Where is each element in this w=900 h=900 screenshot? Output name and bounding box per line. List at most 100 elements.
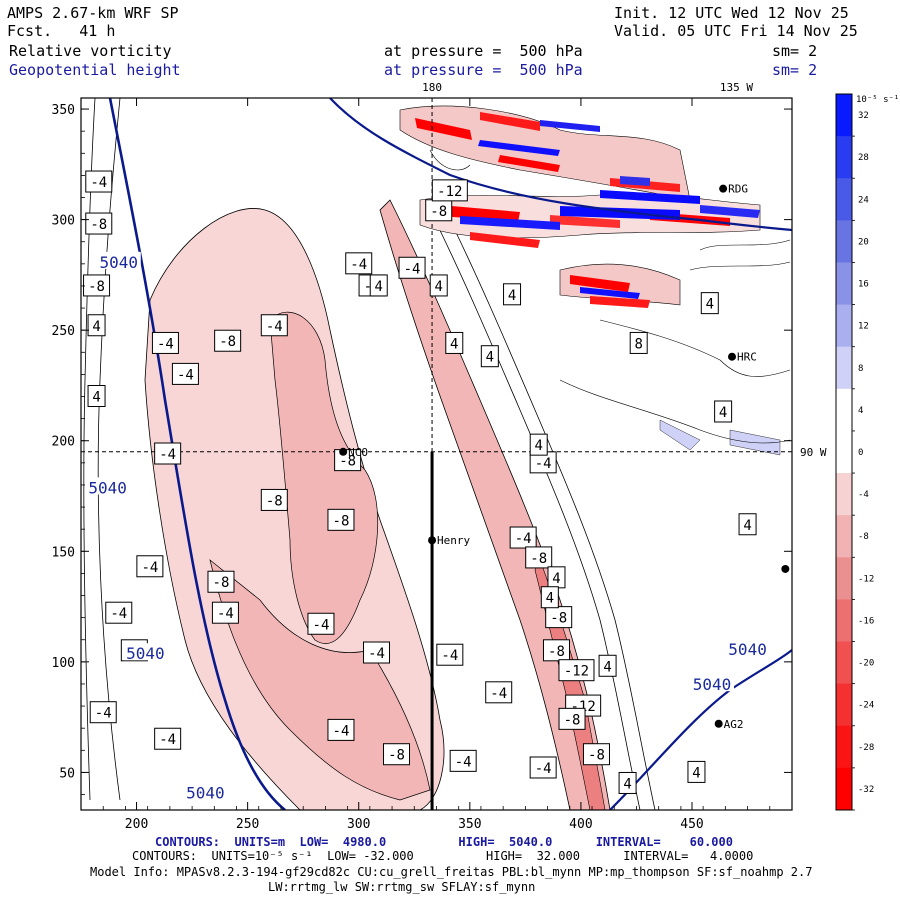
- contour-label-box: [700, 292, 719, 315]
- contour-label-text: -4: [90, 175, 107, 191]
- contour-label-box: [260, 314, 288, 337]
- contour-west-2: [83, 98, 96, 801]
- contour-label-text: -8: [219, 334, 236, 350]
- station-label: AG2: [724, 718, 744, 731]
- height-contour-label: 5040: [126, 644, 165, 663]
- colorbar-level-label: 12: [858, 322, 869, 332]
- contour-label-text: -4: [95, 706, 112, 722]
- y-tick-label: 350: [52, 103, 75, 118]
- contour-label-box: [345, 252, 373, 275]
- vorticity-contour-label: -4: [136, 555, 164, 578]
- colorbar-level-label: 32: [858, 111, 869, 121]
- colorbar-level-label: 0: [858, 448, 863, 458]
- contour-label-text: -4: [441, 648, 458, 664]
- contour-label-box: [154, 727, 182, 750]
- contour-label-box: [211, 601, 239, 624]
- colorbar-level-label: 8: [858, 364, 863, 374]
- contour-label-box: [83, 274, 111, 297]
- smoothing-1: sm= 2: [772, 42, 818, 60]
- contour-label-text: -4: [177, 367, 194, 383]
- contour-label-box: [105, 601, 133, 624]
- field-geopotential: Geopotential height: [9, 61, 181, 79]
- vorticity-contour-label: 4: [369, 274, 388, 297]
- contour-label-text: 4: [92, 390, 100, 406]
- colorbar-frame: [835, 93, 853, 811]
- vorticity-contour-label: -4: [211, 601, 239, 624]
- contour-label-box: [383, 743, 411, 766]
- contour-label-box: [618, 771, 637, 794]
- model-info: Model Info: MPASv8.2.3-194-gf29cd82c CU:…: [90, 865, 813, 879]
- station-label: RDG: [728, 183, 748, 196]
- contour-label-box: [629, 331, 648, 354]
- contour-label-text: 4: [435, 279, 443, 295]
- latitude-label-90w: 90 W: [800, 446, 827, 459]
- colorbar-segment: [836, 430, 852, 474]
- contour-label-box: [327, 508, 355, 531]
- vorticity-contour-label: -8: [207, 570, 235, 593]
- contour-label-box: [503, 283, 522, 306]
- x-tick-label: 300: [347, 817, 370, 832]
- vorticity-contour-label: -4: [154, 442, 182, 465]
- contour-label-text: -4: [490, 686, 507, 702]
- contour-label-text: -4: [217, 606, 234, 622]
- contour-label-box: [429, 274, 448, 297]
- smoothing-2: sm= 2: [772, 61, 818, 79]
- vorticity-contour-label: -4: [485, 681, 513, 704]
- contour-label-text: -8: [90, 217, 107, 233]
- contour-label-text: -4: [159, 732, 176, 748]
- colorbar-segment: [836, 641, 852, 685]
- colorbar-level-label: 16: [858, 280, 869, 290]
- contour-label-box: [582, 743, 610, 766]
- vorticity-contour-label: 4: [618, 771, 637, 794]
- vorticity-contour-label: -8: [545, 606, 573, 629]
- contour-label-box: [687, 760, 706, 783]
- colorbar-segment: [836, 388, 852, 432]
- contour-label-box: [171, 362, 199, 385]
- contour-label-box: [542, 639, 570, 662]
- vorticity-contour-label: 4: [445, 331, 464, 354]
- colorbar-segment: [836, 220, 852, 263]
- height-5040-north: [329, 98, 792, 232]
- field-vorticity: Relative vorticity: [9, 42, 172, 60]
- model-title: AMPS 2.67-km WRF SP: [7, 4, 179, 22]
- contour-label-box: [540, 586, 559, 609]
- contour-label-text: -8: [213, 575, 230, 591]
- height-label-bg: [690, 674, 735, 692]
- contour-label-box: [449, 749, 477, 772]
- contour-label-box: [738, 513, 757, 536]
- vorticity-contour-label: -8: [214, 329, 242, 352]
- station-marker: [781, 564, 790, 573]
- contour-label-box: [85, 170, 113, 193]
- contour-label-text: 8: [634, 336, 642, 352]
- station-marker: [719, 184, 728, 193]
- vorticity-contour-label: -8: [425, 199, 453, 222]
- stations: NCO Henry HRC AG2 RDG: [339, 183, 790, 731]
- vorticity-contour-label: 4: [738, 513, 757, 536]
- colorbar: 32 28 24 20 16 12 8 4 0 -4 -8 -12 -16 -20 -24 -28 -32: [835, 93, 874, 811]
- contour-label-box: [485, 681, 513, 704]
- vorticity-contour-label: -4: [363, 641, 391, 664]
- colorbar-level-label: 20: [858, 237, 869, 247]
- contour-label-text: -4: [535, 456, 552, 472]
- init-time: Init. 12 UTC Wed 12 Nov 25: [614, 4, 849, 22]
- x-tick-label: 450: [680, 817, 703, 832]
- longitude-label-180: 180: [422, 81, 442, 94]
- vorticity-contour-label: -8: [327, 508, 355, 531]
- colorbar-segment: [836, 262, 852, 306]
- height-contour-label: 5040: [186, 784, 225, 803]
- height-contour-label: 5040: [88, 478, 127, 497]
- colorbar-segment: [836, 599, 852, 643]
- contour-label-box: [398, 256, 426, 279]
- vorticity-contour-label: -4: [529, 756, 557, 779]
- vorticity-contour-label: -12: [431, 179, 468, 202]
- contour-label-box: [136, 555, 164, 578]
- vorticity-contour-label: -4: [154, 727, 182, 750]
- contour-label-text: 4: [486, 350, 494, 366]
- station-label: NCO: [348, 446, 368, 459]
- longitude-label-135w: 135 W: [720, 81, 753, 94]
- contour-label-text: -8: [548, 644, 565, 660]
- contour-label-text: -8: [266, 493, 283, 509]
- contour-label-box: [509, 526, 537, 549]
- model-info-2: LW:rrtmg_lw SW:rrtmg_sw SFLAY:sf_mynn: [268, 880, 536, 894]
